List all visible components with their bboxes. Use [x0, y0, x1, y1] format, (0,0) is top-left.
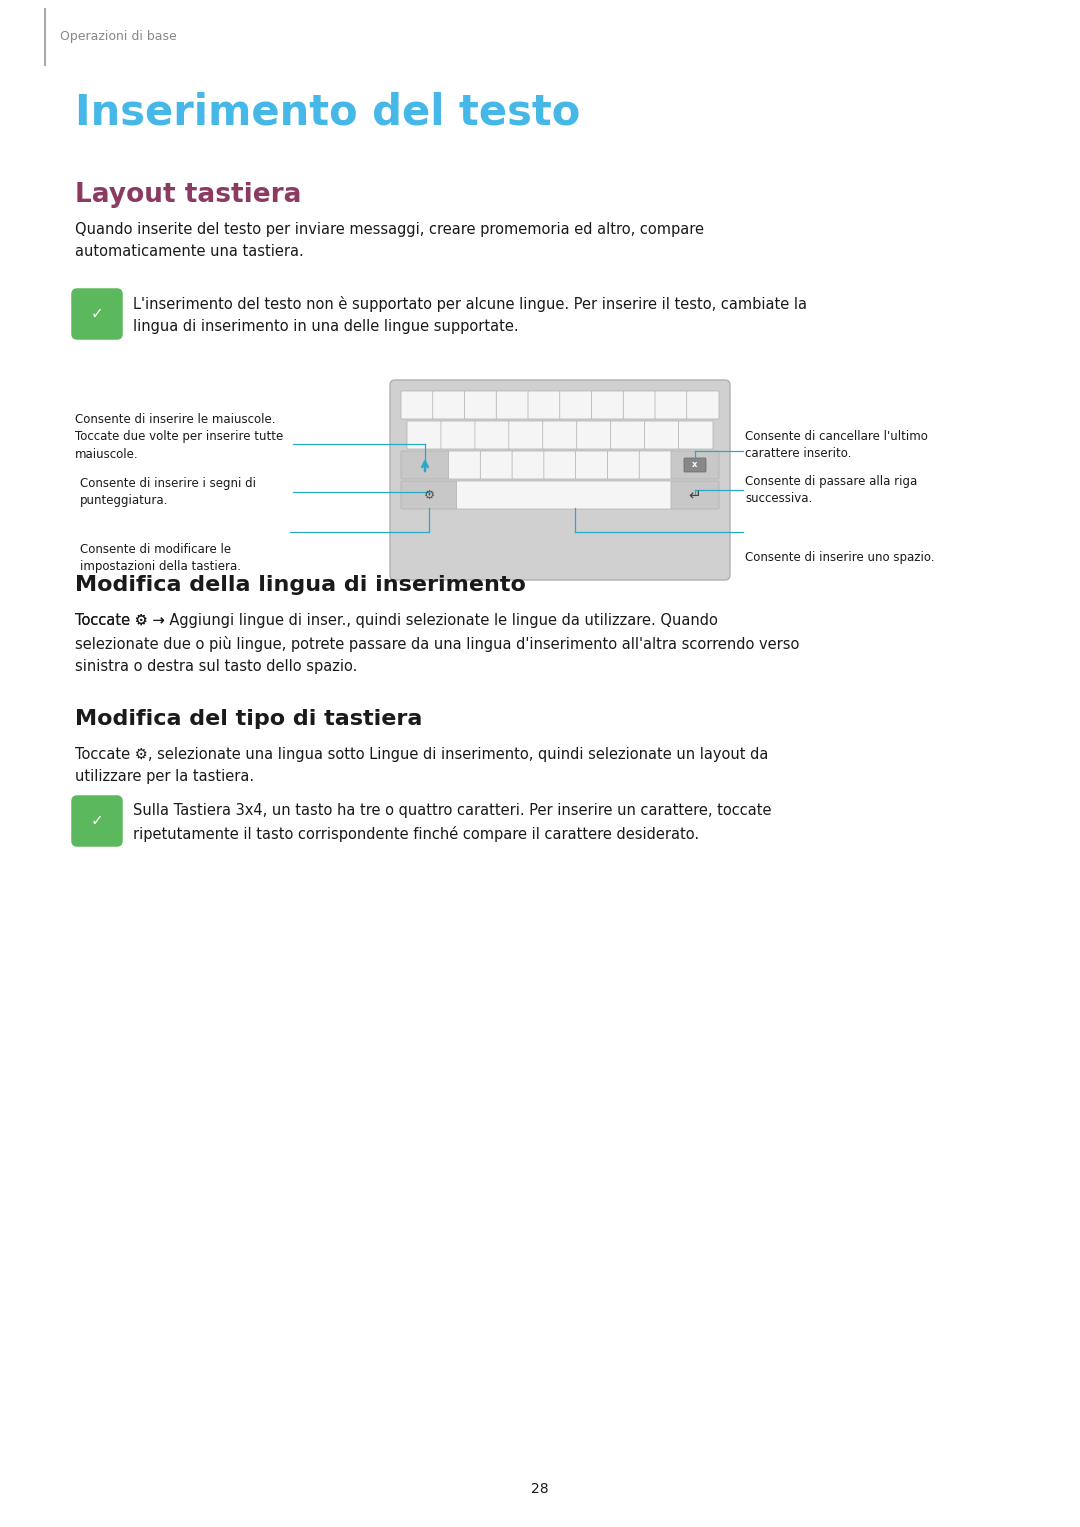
Text: Modifica del tipo di tastiera: Modifica del tipo di tastiera: [75, 709, 422, 728]
FancyBboxPatch shape: [496, 391, 528, 418]
FancyBboxPatch shape: [576, 450, 608, 479]
Text: Layout tastiera: Layout tastiera: [75, 182, 301, 208]
Text: x: x: [692, 461, 698, 469]
Text: Consente di cancellare l'ultimo
carattere inserito.: Consente di cancellare l'ultimo caratter…: [745, 429, 928, 460]
FancyBboxPatch shape: [457, 481, 672, 508]
FancyBboxPatch shape: [401, 481, 457, 508]
Text: ⚙: ⚙: [423, 489, 434, 501]
Text: Consente di modificare le
impostazioni della tastiera.: Consente di modificare le impostazioni d…: [80, 542, 241, 573]
FancyBboxPatch shape: [390, 380, 730, 580]
FancyBboxPatch shape: [73, 797, 121, 844]
Text: Consente di passare alla riga
successiva.: Consente di passare alla riga successiva…: [745, 475, 917, 505]
FancyBboxPatch shape: [639, 450, 672, 479]
Text: Consente di inserire i segni di
punteggiatura.: Consente di inserire i segni di punteggi…: [80, 476, 256, 507]
Text: ↵: ↵: [689, 487, 701, 502]
Text: Operazioni di base: Operazioni di base: [60, 31, 177, 43]
FancyBboxPatch shape: [592, 391, 624, 418]
Text: Consente di inserire le maiuscole.
Toccate due volte per inserire tutte
maiuscol: Consente di inserire le maiuscole. Tocca…: [75, 412, 283, 461]
FancyBboxPatch shape: [407, 421, 442, 449]
FancyBboxPatch shape: [671, 481, 719, 508]
FancyBboxPatch shape: [559, 391, 592, 418]
FancyBboxPatch shape: [448, 450, 481, 479]
Text: ✓: ✓: [91, 307, 104, 322]
FancyBboxPatch shape: [401, 391, 433, 418]
FancyBboxPatch shape: [687, 391, 719, 418]
Text: Quando inserite del testo per inviare messaggi, creare promemoria ed altro, comp: Quando inserite del testo per inviare me…: [75, 221, 704, 260]
FancyBboxPatch shape: [607, 450, 639, 479]
FancyBboxPatch shape: [441, 421, 475, 449]
Text: Modifica della lingua di inserimento: Modifica della lingua di inserimento: [75, 576, 526, 596]
Text: Toccate ⚙ →: Toccate ⚙ →: [75, 612, 170, 628]
Text: L'inserimento del testo non è supportato per alcune lingue. Per inserire il test: L'inserimento del testo non è supportato…: [133, 296, 807, 334]
FancyBboxPatch shape: [671, 450, 719, 479]
FancyBboxPatch shape: [475, 421, 510, 449]
FancyBboxPatch shape: [528, 391, 561, 418]
Text: Sulla Tastiera 3x4, un tasto ha tre o quattro caratteri. Per inserire un caratte: Sulla Tastiera 3x4, un tasto ha tre o qu…: [133, 803, 771, 841]
Text: Consente di inserire uno spazio.: Consente di inserire uno spazio.: [745, 551, 934, 565]
FancyBboxPatch shape: [73, 290, 121, 337]
FancyBboxPatch shape: [577, 421, 611, 449]
FancyBboxPatch shape: [464, 391, 497, 418]
Text: ✓: ✓: [91, 814, 104, 829]
Text: Inserimento del testo: Inserimento del testo: [75, 92, 580, 134]
FancyBboxPatch shape: [654, 391, 687, 418]
FancyBboxPatch shape: [645, 421, 679, 449]
Text: Toccate ⚙, selezionate una lingua sotto Lingue di inserimento, quindi selezionat: Toccate ⚙, selezionate una lingua sotto …: [75, 747, 768, 785]
FancyBboxPatch shape: [610, 421, 645, 449]
Text: 28: 28: [531, 1483, 549, 1496]
FancyBboxPatch shape: [678, 421, 713, 449]
Text: Toccate ⚙ → Aggiungi lingue di inser., quindi selezionate le lingue da utilizzar: Toccate ⚙ → Aggiungi lingue di inser., q…: [75, 612, 799, 673]
FancyBboxPatch shape: [543, 421, 577, 449]
FancyBboxPatch shape: [512, 450, 544, 479]
FancyBboxPatch shape: [433, 391, 465, 418]
FancyBboxPatch shape: [684, 458, 706, 472]
FancyBboxPatch shape: [623, 391, 656, 418]
FancyBboxPatch shape: [509, 421, 543, 449]
FancyBboxPatch shape: [481, 450, 513, 479]
FancyBboxPatch shape: [401, 450, 449, 479]
FancyBboxPatch shape: [544, 450, 576, 479]
